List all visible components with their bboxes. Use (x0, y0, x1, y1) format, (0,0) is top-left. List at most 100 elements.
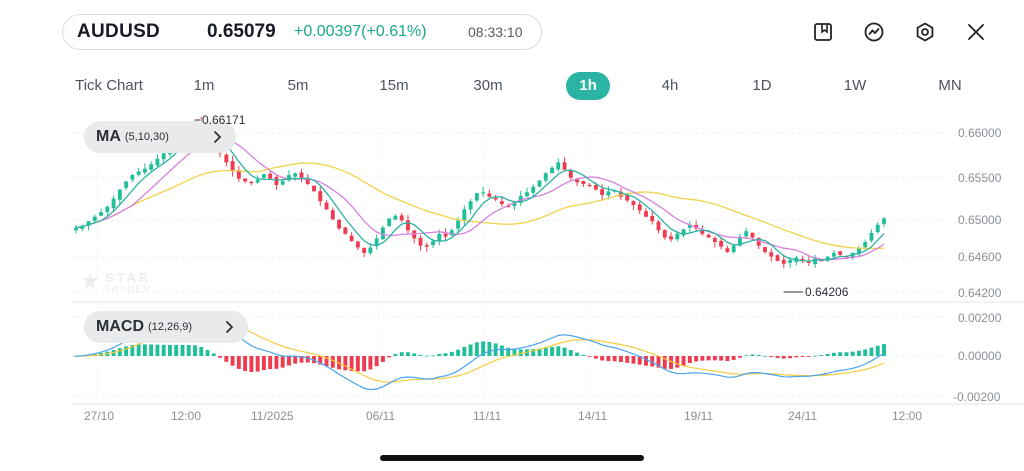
macd-bar-down (362, 356, 367, 372)
indicator-icon[interactable] (863, 21, 885, 43)
candle-up (149, 164, 154, 170)
macd-bar-down (806, 356, 811, 357)
macd-bar-down (612, 356, 617, 362)
candle-up (431, 241, 435, 246)
tab-1m[interactable]: 1m (193, 77, 215, 94)
macd-bar-up (531, 349, 536, 356)
candle-up (731, 245, 736, 253)
macd-bar-down (243, 356, 248, 371)
macd-bar-up (869, 347, 874, 356)
macd-indicator-pill[interactable]: MACD (12,26,9) (84, 311, 248, 343)
price-axis-label: 0.64200 (958, 286, 1002, 300)
macd-bar-down (280, 356, 285, 368)
macd-bar-up (750, 354, 755, 356)
candle-down (618, 191, 623, 197)
candle-up (105, 206, 110, 213)
settings-icon[interactable] (914, 21, 936, 43)
candle-up (831, 252, 836, 257)
macd-bar-up (556, 346, 561, 356)
tab-1h[interactable]: 1h (566, 72, 610, 100)
macd-bar-down (230, 356, 235, 366)
macd-name: MACD (96, 318, 144, 335)
macd-bar-down (387, 356, 392, 358)
tab-tick-chart[interactable]: Tick Chart (75, 77, 143, 94)
tab-1d[interactable]: 1D (752, 77, 772, 94)
candle-up (788, 260, 792, 263)
macd-bar-up (117, 348, 122, 356)
macd-bar-up (437, 353, 442, 356)
macd-bar-down (775, 356, 780, 358)
macd-bar-down (644, 356, 648, 366)
candle-down (506, 205, 511, 207)
candle-up (74, 227, 78, 231)
candle-down (487, 193, 492, 197)
macd-bar-down (706, 356, 711, 361)
macd-bar-up (499, 345, 504, 356)
candle-up (374, 238, 379, 246)
candle-down (499, 201, 504, 205)
time-axis-label: 14/11 (578, 409, 608, 423)
candle-up (606, 191, 611, 196)
ma-indicator-pill[interactable]: MA (5,10,30) (84, 121, 236, 153)
tab-4h[interactable]: 4h (661, 77, 679, 94)
macd-bar-up (763, 355, 767, 357)
macd-bar-up (449, 351, 454, 356)
tab-1w[interactable]: 1W (843, 77, 867, 94)
macd-bar-down (800, 356, 805, 357)
time-axis-label: 11/2025 (251, 409, 294, 423)
candle-up (387, 218, 392, 227)
chart-grid (72, 118, 1024, 405)
macd-bar-down (330, 356, 335, 368)
macd-bar-up (838, 352, 843, 356)
candle-down (224, 154, 229, 163)
macd-bar-up (180, 344, 185, 356)
macd-bar-up (80, 355, 85, 357)
candle-up (863, 242, 868, 248)
candle-down (719, 240, 724, 247)
macd-bar-down (337, 356, 342, 370)
macd-bar-down (593, 356, 598, 359)
bookmark-icon[interactable] (812, 21, 834, 43)
candle-down (330, 210, 335, 220)
macd-bar-up (568, 350, 573, 356)
macd-bar-down (675, 356, 680, 368)
candle-up (681, 229, 686, 236)
tab-30m[interactable]: 30m (473, 77, 503, 94)
macd-bar-down (368, 356, 373, 370)
quote-time: 08:33:10 (468, 24, 523, 40)
candle-down (644, 211, 648, 217)
macd-bar-down (380, 356, 385, 362)
candle-down (756, 237, 761, 246)
macd-bar-down (324, 356, 329, 367)
macd-bar-down (769, 356, 774, 357)
candle-up (368, 247, 373, 254)
macd-bar-up (186, 345, 191, 356)
macd-bar-down (343, 356, 348, 371)
tab-5m[interactable]: 5m (287, 77, 309, 94)
candle-down (568, 169, 573, 178)
macd-bar-down (349, 356, 354, 371)
macd-bar-up (456, 349, 461, 356)
macd-bar-up (468, 344, 473, 356)
candle-down (243, 178, 248, 182)
star-trader-watermark: STAR TRADER (81, 270, 150, 294)
candle-up (130, 175, 135, 180)
tab-15m[interactable]: 15m (379, 77, 409, 94)
annotations-layer (195, 119, 803, 293)
macd-bar-up (211, 353, 216, 356)
macd-bar-up (575, 352, 580, 356)
symbol-label[interactable]: AUDUSD (77, 21, 161, 42)
macd-bar-down (618, 356, 623, 363)
candle-up (531, 186, 536, 193)
macd-bar-down (737, 356, 742, 358)
tab-mn[interactable]: MN (938, 77, 962, 94)
macd-bar-down (268, 356, 273, 370)
close-icon[interactable] (965, 21, 987, 43)
candle-down (249, 181, 254, 184)
time-axis-label: 12:00 (892, 409, 923, 423)
macd-bar-down (236, 356, 241, 369)
candle-down (399, 215, 404, 221)
macd-bar-down (794, 356, 799, 358)
candle-down (806, 261, 811, 263)
